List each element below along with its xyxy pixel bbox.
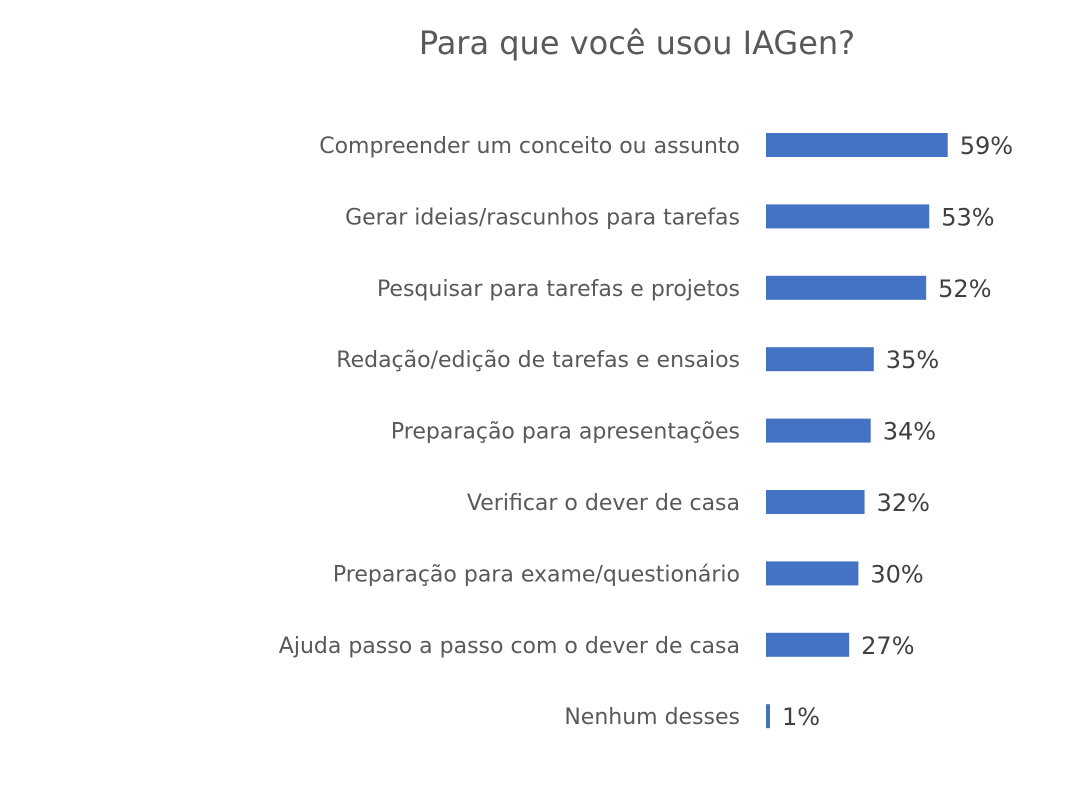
bar [766, 632, 850, 657]
bar [766, 561, 859, 586]
bar [766, 418, 871, 443]
value-label: 35% [886, 346, 939, 374]
category-label: Redação/edição de tarefas e ensaios [336, 348, 740, 373]
category-label: Preparação para exame/questionário [333, 562, 740, 587]
category-label: Nenhum desses [564, 705, 740, 730]
category-label: Gerar ideias/rascunhos para tarefas [345, 205, 740, 230]
bar [766, 347, 874, 372]
value-label: 52% [938, 275, 991, 303]
bar [766, 490, 865, 514]
bars-layer: Compreender um conceito ou assunto 59% Ger… [279, 132, 1013, 731]
category-label: Pesquisar para tarefas e projetos [377, 277, 740, 302]
category-label: Preparação para apresentações [391, 420, 740, 445]
chart-title: Para que você usou IAGen? [419, 24, 855, 62]
value-label: 34% [883, 418, 936, 446]
bar [766, 275, 927, 300]
category-label: Ajuda passo a passo com o dever de casa [279, 634, 740, 659]
bar [766, 133, 948, 157]
value-label: 59% [960, 132, 1013, 160]
category-label: Verificar o dever de casa [467, 491, 740, 516]
value-label: 32% [877, 489, 930, 517]
value-label: 53% [941, 203, 994, 231]
category-label: Compreender um conceito ou assunto [319, 134, 740, 159]
value-label: 27% [861, 632, 914, 660]
bar [766, 704, 770, 729]
bar [766, 204, 930, 229]
value-label: 1% [782, 703, 820, 731]
value-label: 30% [870, 560, 923, 588]
